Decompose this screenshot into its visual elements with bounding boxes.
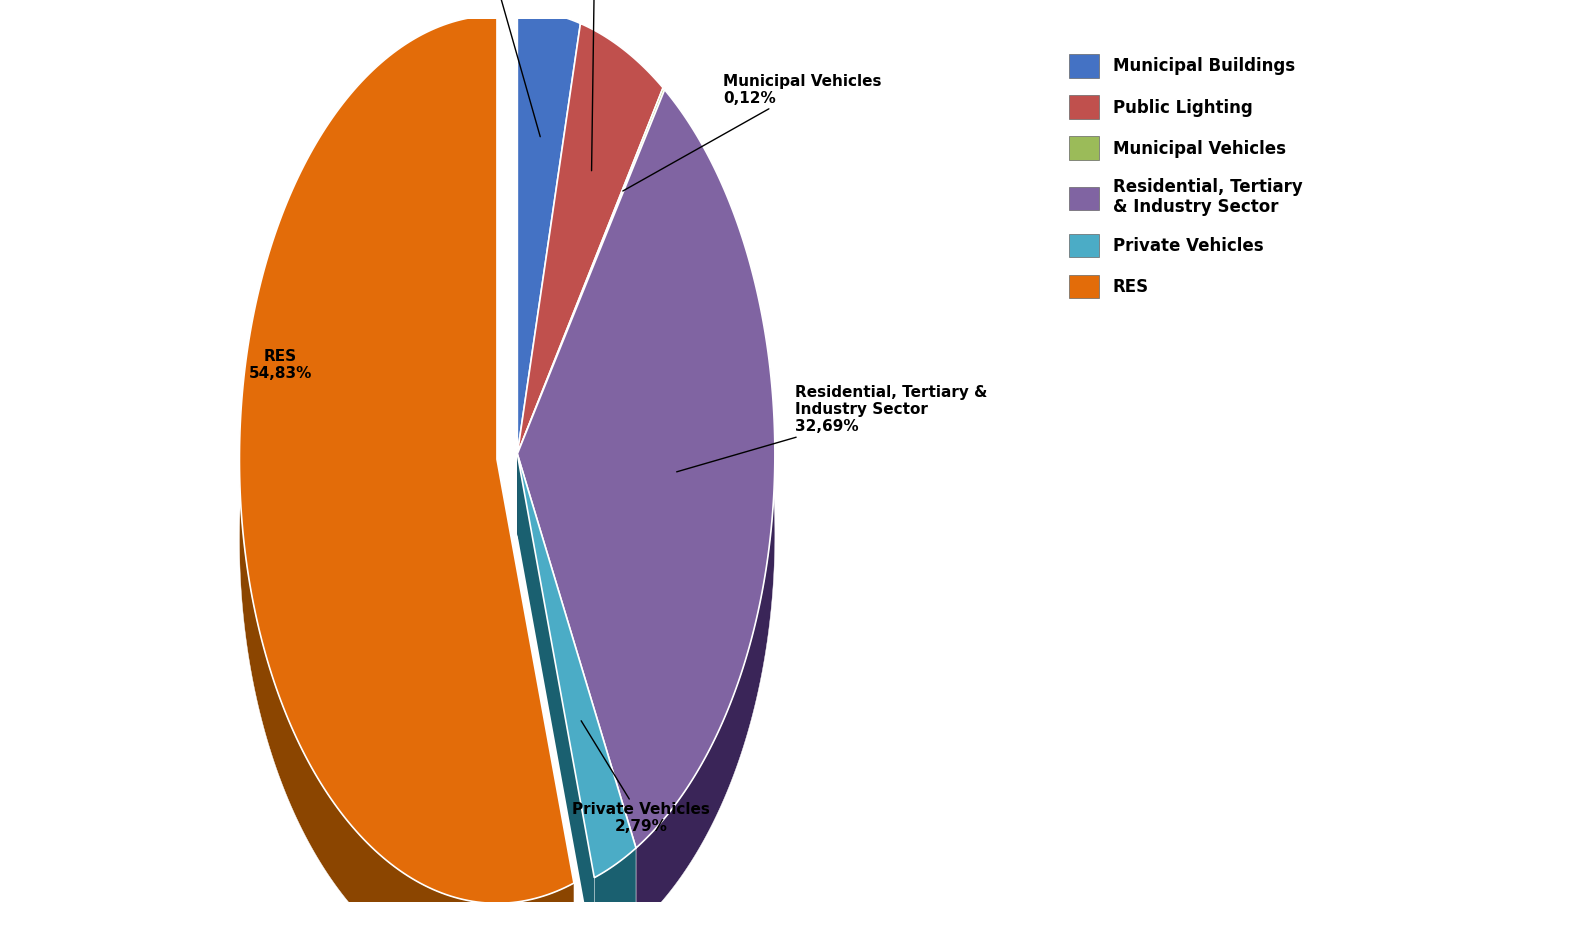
Polygon shape <box>517 89 665 534</box>
Text: Municipal Buildings
3,94%: Municipal Buildings 3,94% <box>408 0 576 136</box>
Polygon shape <box>517 24 664 454</box>
Polygon shape <box>517 24 581 534</box>
Polygon shape <box>498 460 574 940</box>
Text: Public Lighting
5,63%: Public Lighting 5,63% <box>531 0 659 171</box>
Text: Private Vehicles
2,79%: Private Vehicles 2,79% <box>573 721 710 834</box>
Polygon shape <box>517 10 581 103</box>
Polygon shape <box>517 24 581 534</box>
Polygon shape <box>664 87 665 169</box>
Polygon shape <box>517 87 664 534</box>
Polygon shape <box>517 87 664 534</box>
Polygon shape <box>239 15 574 940</box>
Polygon shape <box>636 89 775 928</box>
Legend: Municipal Buildings, Public Lighting, Municipal Vehicles, Residential, Tertiary
: Municipal Buildings, Public Lighting, Mu… <box>1061 46 1311 306</box>
Polygon shape <box>517 454 636 928</box>
Polygon shape <box>517 454 636 928</box>
Polygon shape <box>517 10 581 454</box>
Text: Residential, Tertiary &
Industry Sector
32,69%: Residential, Tertiary & Industry Sector … <box>676 384 987 472</box>
Polygon shape <box>517 454 636 878</box>
Polygon shape <box>517 89 665 534</box>
Polygon shape <box>517 454 595 940</box>
Polygon shape <box>517 89 775 848</box>
Polygon shape <box>239 15 574 903</box>
Text: RES
54,83%: RES 54,83% <box>249 349 313 382</box>
Polygon shape <box>581 24 664 167</box>
Text: Municipal Vehicles
0,12%: Municipal Vehicles 0,12% <box>622 73 882 191</box>
Polygon shape <box>517 87 665 454</box>
Polygon shape <box>595 848 636 940</box>
